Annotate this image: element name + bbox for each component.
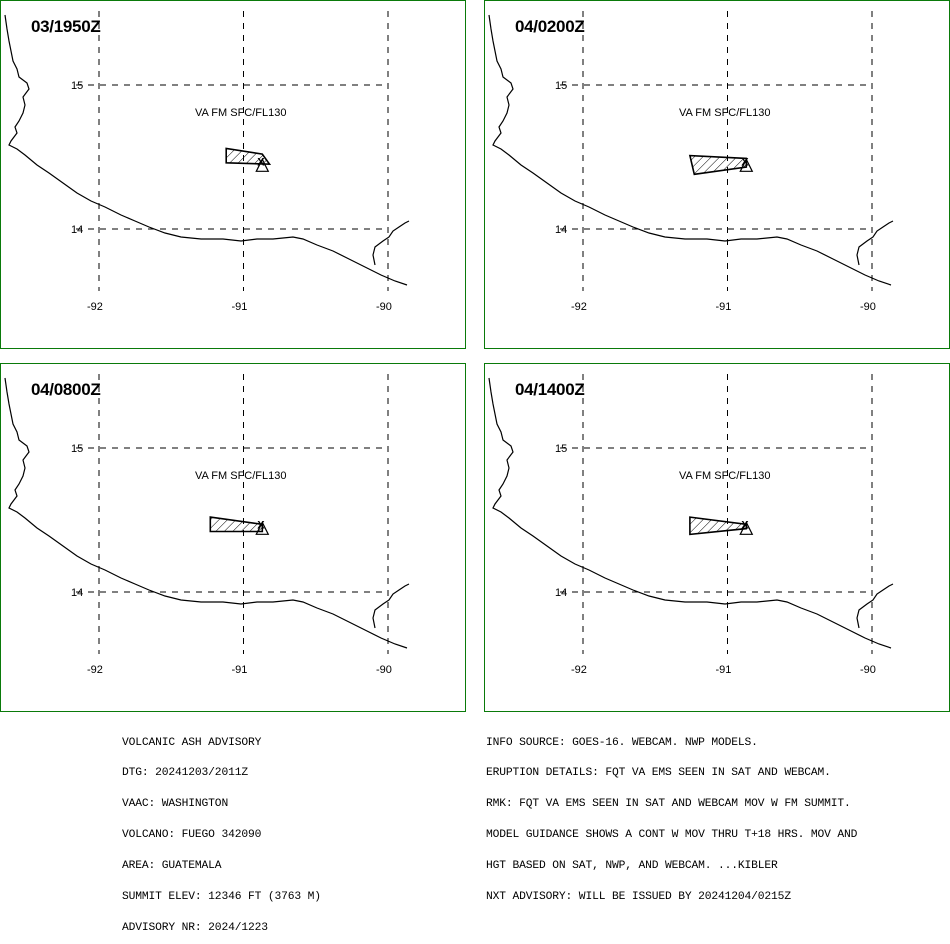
ash-cloud-polygon xyxy=(209,516,264,533)
valid-time-label: 03/1950Z xyxy=(31,17,101,36)
volcano-x-marker: X xyxy=(741,156,749,168)
ash-cloud-label: VA FM SFC/FL130 xyxy=(195,107,287,119)
info-line: MODEL GUIDANCE SHOWS A CONT W MOV THRU T… xyxy=(486,829,858,842)
longitude-label: -90 xyxy=(376,664,392,676)
latitude-label: 15 xyxy=(71,80,83,92)
latitude-label: 14 xyxy=(71,224,83,236)
map-canvas: 15 14 -92 -91 -90 X xyxy=(488,11,894,313)
longitude-label: -92 xyxy=(87,301,103,313)
advisory-line: DTG: 20241203/2011Z xyxy=(122,767,248,780)
volcano-x-marker: X xyxy=(257,519,265,531)
forecast-panel-3: 15 14 -92 -91 -90 X 04/0800Z VA FM SFC/FL130 xyxy=(0,363,466,712)
latitude-label: 15 xyxy=(71,443,83,455)
coastline xyxy=(488,377,892,649)
volcano-x-marker: X xyxy=(257,156,265,168)
ash-cloud-label: VA FM SFC/FL130 xyxy=(679,470,771,482)
forecast-panel-4: 15 14 -92 -91 -90 X 04/1400Z VA FM SFC/FL130 xyxy=(484,363,950,712)
ash-cloud-label: VA FM SFC/FL130 xyxy=(195,470,287,482)
country-border xyxy=(372,220,410,266)
latitude-label: 15 xyxy=(555,80,567,92)
map-canvas: 15 14 -92 -91 -90 X xyxy=(4,374,410,676)
ash-cloud-polygon xyxy=(689,516,748,536)
longitude-label: -92 xyxy=(571,664,587,676)
coastline xyxy=(4,14,408,286)
ash-cloud-polygon xyxy=(688,154,748,176)
latitude-label: 14 xyxy=(555,224,567,236)
info-line: RMK: FQT VA EMS SEEN IN SAT AND WEBCAM M… xyxy=(486,798,851,811)
info-line: HGT BASED ON SAT, NWP, AND WEBCAM. ...KI… xyxy=(486,860,778,873)
map-canvas: 15 14 -92 -91 -90 X xyxy=(4,11,410,313)
map-canvas: 15 14 -92 -91 -90 X xyxy=(488,374,894,676)
forecast-panel-2: 15 14 -92 -91 -90 X 04/0200Z VA FM SFC/FL130 xyxy=(484,0,950,349)
country-border xyxy=(372,583,410,629)
info-line: INFO SOURCE: GOES-16. WEBCAM. NWP MODELS… xyxy=(486,736,758,749)
latitude-label: 14 xyxy=(555,587,567,599)
latitude-label: 15 xyxy=(555,443,567,455)
volcano-icon xyxy=(739,520,754,535)
advisory-line: ADVISORY NR: 2024/1223 xyxy=(122,921,268,934)
advisory-header: VOLCANIC ASH ADVISORY DTG: 20241203/2011… xyxy=(122,717,321,944)
longitude-label: -92 xyxy=(571,301,587,313)
volcano-icon xyxy=(739,157,754,172)
ash-cloud-label: VA FM SFC/FL130 xyxy=(679,107,771,119)
forecast-panel-1: 15 14 -92 -91 -90 X 03/1950Z VA FM SFC/FL130 xyxy=(0,0,466,349)
coastline xyxy=(488,14,892,286)
coastline xyxy=(4,377,408,649)
advisory-line: SUMMIT ELEV: 12346 FT (3763 M) xyxy=(122,891,321,904)
longitude-label: -90 xyxy=(860,301,876,313)
longitude-label: -90 xyxy=(376,301,392,313)
info-line: NXT ADVISORY: WILL BE ISSUED BY 20241204… xyxy=(486,891,791,904)
country-border xyxy=(856,583,894,629)
latitude-label: 14 xyxy=(71,587,83,599)
longitude-label: -92 xyxy=(87,664,103,676)
longitude-label: -90 xyxy=(860,664,876,676)
longitude-label: -91 xyxy=(716,301,732,313)
volcano-icon xyxy=(255,157,270,172)
valid-time-label: 04/0800Z xyxy=(31,380,101,399)
advisory-line: VAAC: WASHINGTON xyxy=(122,798,229,811)
advisory-line: AREA: GUATEMALA xyxy=(122,860,222,873)
valid-time-label: 04/0200Z xyxy=(515,17,585,36)
ash-cloud-polygon xyxy=(225,147,272,166)
advisory-line: VOLCANIC ASH ADVISORY xyxy=(122,736,262,749)
longitude-label: -91 xyxy=(716,664,732,676)
valid-time-label: 04/1400Z xyxy=(515,380,585,399)
longitude-label: -91 xyxy=(232,301,248,313)
longitude-label: -91 xyxy=(232,664,248,676)
volcano-icon xyxy=(255,520,270,535)
advisory-remarks: INFO SOURCE: GOES-16. WEBCAM. NWP MODELS… xyxy=(486,717,857,913)
advisory-line: VOLCANO: FUEGO 342090 xyxy=(122,829,262,842)
volcano-x-marker: X xyxy=(741,519,749,531)
info-line: ERUPTION DETAILS: FQT VA EMS SEEN IN SAT… xyxy=(486,767,831,780)
country-border xyxy=(856,220,894,266)
